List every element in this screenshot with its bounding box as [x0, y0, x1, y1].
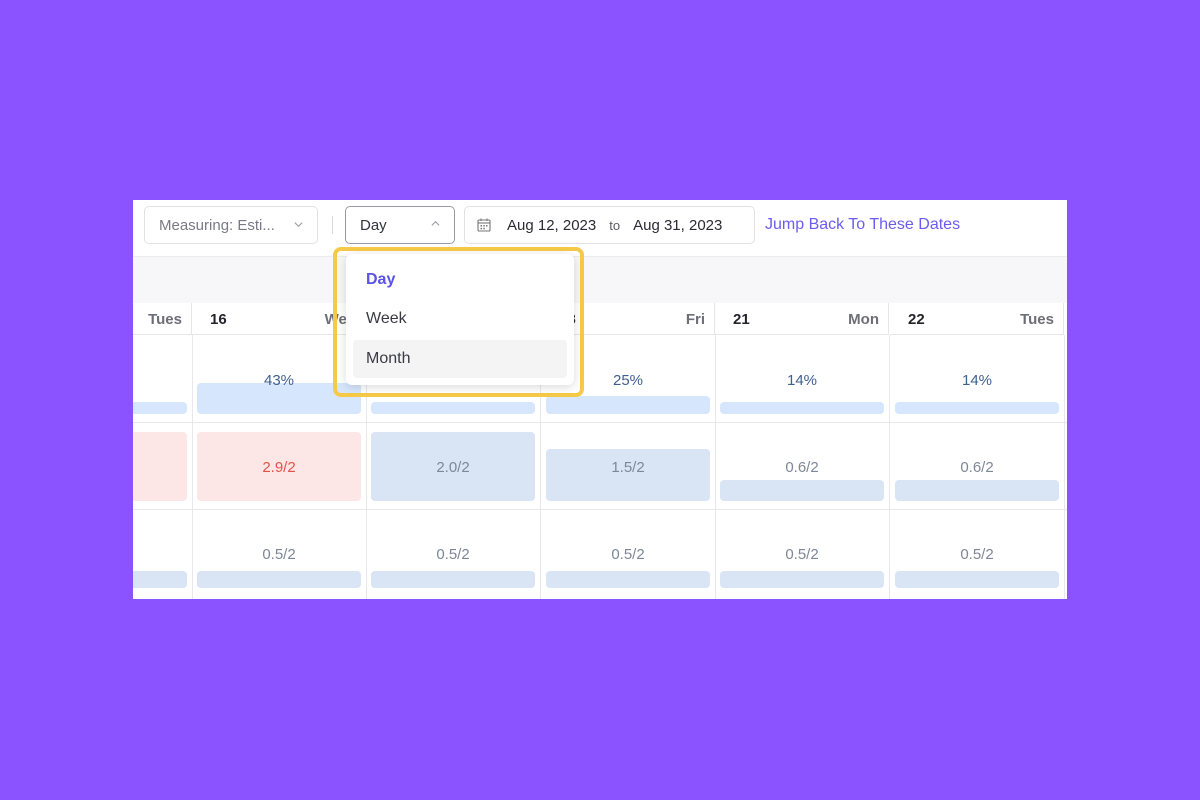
period-dropdown-menu: Day Week Month — [346, 254, 574, 385]
column-divider — [889, 335, 890, 599]
weekday-label: Tues — [148, 311, 182, 328]
capacity-bar — [895, 480, 1059, 501]
over-capacity-bar — [133, 432, 187, 501]
capacity-bar — [546, 449, 710, 501]
hours-value: 0.5/2 — [960, 546, 994, 563]
date-separator: to — [609, 217, 621, 233]
capacity-cell[interactable] — [133, 510, 192, 596]
hours-value: 0.5/2 — [611, 546, 645, 563]
measuring-label: Measuring: Esti... — [159, 216, 275, 234]
chevron-up-icon — [431, 220, 440, 226]
dropdown-option-day[interactable]: Day — [366, 271, 396, 288]
capacity-cell[interactable]: 14% — [890, 336, 1064, 422]
capacity-bar — [546, 571, 710, 588]
row-divider — [133, 422, 1067, 423]
date-range-picker[interactable]: Aug 12, 2023 to Aug 31, 2023 — [464, 206, 755, 244]
period-select[interactable]: Day — [345, 206, 455, 244]
hours-value: 0.6/2 — [785, 459, 819, 476]
dropdown-option-week[interactable]: Week — [366, 310, 407, 327]
column-divider — [1064, 335, 1065, 599]
capacity-cell[interactable] — [133, 336, 192, 422]
column-divider — [540, 335, 541, 599]
hours-value: 0.6/2 — [960, 459, 994, 476]
capacity-cell[interactable]: 0.5/2 — [715, 510, 889, 596]
hours-value: 1.5/2 — [611, 459, 645, 476]
capacity-cell[interactable]: 25% — [541, 336, 715, 422]
capacity-cell[interactable]: 0.5/2 — [890, 510, 1064, 596]
capacity-cell[interactable] — [366, 336, 540, 422]
capacity-cell[interactable]: 0.5/2 — [541, 510, 715, 596]
capacity-bar — [371, 402, 535, 414]
end-date[interactable]: Aug 31, 2023 — [633, 216, 723, 234]
highlight-outline — [333, 247, 584, 397]
over-capacity-bar — [197, 432, 361, 501]
day-number: 22 — [908, 311, 925, 328]
capacity-bar — [371, 571, 535, 588]
toolbar-divider — [332, 216, 333, 234]
toolbar: Measuring: Esti... Day Aug 12, 2023 to A… — [133, 200, 1067, 257]
capacity-cell[interactable]: 2.0/2 — [366, 423, 540, 509]
calendar-icon — [477, 218, 491, 232]
dropdown-option-month[interactable]: Month — [353, 340, 567, 378]
period-value: Day — [360, 216, 387, 234]
capacity-bar — [895, 402, 1059, 414]
capacity-bar — [720, 571, 884, 588]
capacity-cell[interactable]: 0.6/2 — [715, 423, 889, 509]
timeline-band — [133, 257, 1067, 303]
capacity-cell[interactable]: 0.6/2 — [890, 423, 1064, 509]
weekday-label: Tues — [1020, 311, 1054, 328]
row-divider — [133, 509, 1067, 510]
utilization-percent: 43% — [263, 372, 295, 389]
day-number: 21 — [733, 311, 750, 328]
day-header: Tues — [133, 303, 192, 335]
capacity-cell[interactable] — [133, 423, 192, 509]
capacity-bar — [720, 480, 884, 501]
hours-value: 0.5/2 — [785, 546, 819, 563]
capacity-panel: Measuring: Esti... Day Aug 12, 2023 to A… — [133, 200, 1067, 599]
capacity-cell[interactable]: 0.5/2 — [192, 510, 366, 596]
column-divider — [366, 335, 367, 599]
measuring-select[interactable]: Measuring: Esti... — [144, 206, 318, 244]
capacity-bar — [371, 432, 535, 501]
capacity-bar — [133, 571, 187, 588]
capacity-cell[interactable]: 14% — [715, 336, 889, 422]
weekday-label: Mon — [848, 311, 879, 328]
capacity-bar — [546, 396, 710, 414]
start-date[interactable]: Aug 12, 2023 — [507, 216, 597, 234]
hours-value: 2.0/2 — [436, 459, 470, 476]
utilization-percent: 25% — [612, 372, 644, 389]
capacity-bar — [895, 571, 1059, 588]
hours-value: 0.5/2 — [262, 546, 296, 563]
day-header: 21 Mon — [715, 303, 889, 335]
capacity-cell[interactable]: 2.9/2 — [192, 423, 366, 509]
chevron-down-icon — [294, 222, 303, 228]
capacity-cell[interactable]: 0.5/2 — [366, 510, 540, 596]
capacity-bar — [197, 571, 361, 588]
weekday-label: Fri — [685, 311, 705, 328]
day-number: 16 — [210, 311, 227, 328]
hours-value: 0.5/2 — [436, 546, 470, 563]
capacity-cell[interactable]: 1.5/2 — [541, 423, 715, 509]
day-header: 22 Tues — [890, 303, 1064, 335]
jump-back-link[interactable]: Jump Back To These Dates — [765, 216, 961, 233]
hours-value: 2.9/2 — [262, 459, 296, 476]
column-divider — [192, 335, 193, 599]
capacity-bar — [720, 402, 884, 414]
utilization-percent: 14% — [961, 372, 993, 389]
utilization-percent: 14% — [786, 372, 818, 389]
capacity-bar — [133, 402, 187, 414]
column-divider — [715, 335, 716, 599]
